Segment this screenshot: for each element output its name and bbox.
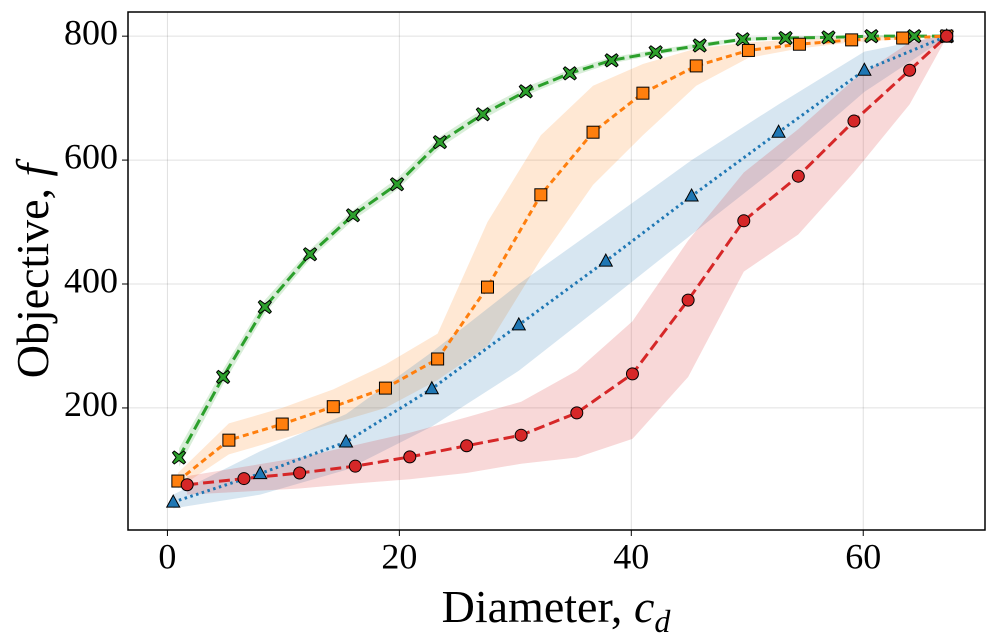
marker bbox=[345, 208, 361, 223]
y-label-symbol: f bbox=[7, 157, 58, 176]
marker bbox=[237, 472, 251, 486]
y-axis-label: Objective, f bbox=[7, 157, 58, 378]
marker bbox=[180, 478, 194, 492]
x-tick-label: 0 bbox=[158, 536, 176, 576]
x-tick-label: 60 bbox=[845, 536, 881, 576]
marker bbox=[847, 114, 861, 128]
marker bbox=[348, 459, 362, 473]
y-tick-label: 800 bbox=[64, 12, 118, 52]
marker bbox=[792, 37, 806, 51]
marker bbox=[692, 38, 707, 53]
marker bbox=[864, 29, 879, 44]
marker bbox=[689, 59, 703, 73]
confidence-band bbox=[177, 35, 947, 489]
y-tick-label: 400 bbox=[64, 260, 118, 300]
marker bbox=[403, 450, 417, 464]
marker bbox=[378, 381, 392, 395]
marker bbox=[165, 494, 181, 508]
y-tick-label: 200 bbox=[64, 384, 118, 424]
marker bbox=[684, 187, 699, 202]
marker bbox=[778, 30, 793, 46]
marker bbox=[389, 177, 405, 192]
marker bbox=[460, 439, 474, 453]
series-line bbox=[186, 35, 948, 487]
axes-frame bbox=[127, 11, 986, 531]
marker bbox=[896, 31, 910, 45]
marker bbox=[302, 247, 318, 262]
x-label-subscript: d bbox=[654, 603, 671, 639]
x-tick-label: 40 bbox=[613, 536, 649, 576]
marker bbox=[586, 125, 600, 139]
marker bbox=[480, 280, 494, 294]
x-axis-label: Diameter, cd bbox=[442, 581, 672, 639]
marker bbox=[293, 466, 307, 480]
plot-area bbox=[128, 12, 985, 530]
marker bbox=[431, 352, 445, 366]
marker bbox=[518, 84, 533, 99]
marker bbox=[903, 63, 917, 77]
marker bbox=[570, 406, 584, 420]
marker bbox=[681, 293, 695, 307]
marker bbox=[252, 465, 268, 480]
marker bbox=[791, 169, 805, 183]
marker bbox=[857, 62, 872, 76]
marker bbox=[625, 367, 639, 381]
marker bbox=[424, 380, 440, 395]
x-label-text: Diameter, bbox=[442, 581, 634, 632]
marker bbox=[511, 316, 527, 331]
marker bbox=[598, 253, 614, 267]
marker bbox=[636, 86, 650, 100]
marker bbox=[475, 107, 491, 122]
marker bbox=[338, 433, 354, 448]
marker bbox=[741, 43, 755, 57]
confidence-band bbox=[187, 34, 947, 495]
marker bbox=[326, 400, 340, 414]
marker bbox=[257, 299, 272, 315]
series-line bbox=[172, 34, 948, 504]
marker bbox=[562, 66, 577, 81]
x-tick-label: 20 bbox=[381, 536, 417, 576]
x-label-symbol: c bbox=[634, 581, 654, 632]
marker bbox=[215, 369, 231, 385]
marker bbox=[171, 450, 187, 465]
marker bbox=[648, 45, 663, 60]
marker bbox=[771, 124, 786, 138]
y-tick-label: 600 bbox=[64, 136, 118, 176]
marker bbox=[940, 29, 954, 43]
marker bbox=[821, 30, 836, 45]
marker bbox=[514, 428, 528, 442]
marker bbox=[845, 33, 859, 47]
marker bbox=[275, 417, 289, 431]
marker bbox=[222, 433, 236, 447]
marker bbox=[534, 188, 548, 202]
marker bbox=[432, 134, 448, 150]
y-label-text: Objective, bbox=[7, 176, 58, 378]
confidence-band bbox=[173, 34, 947, 509]
marker bbox=[604, 53, 619, 68]
plot bbox=[128, 12, 985, 530]
marker bbox=[737, 214, 751, 228]
